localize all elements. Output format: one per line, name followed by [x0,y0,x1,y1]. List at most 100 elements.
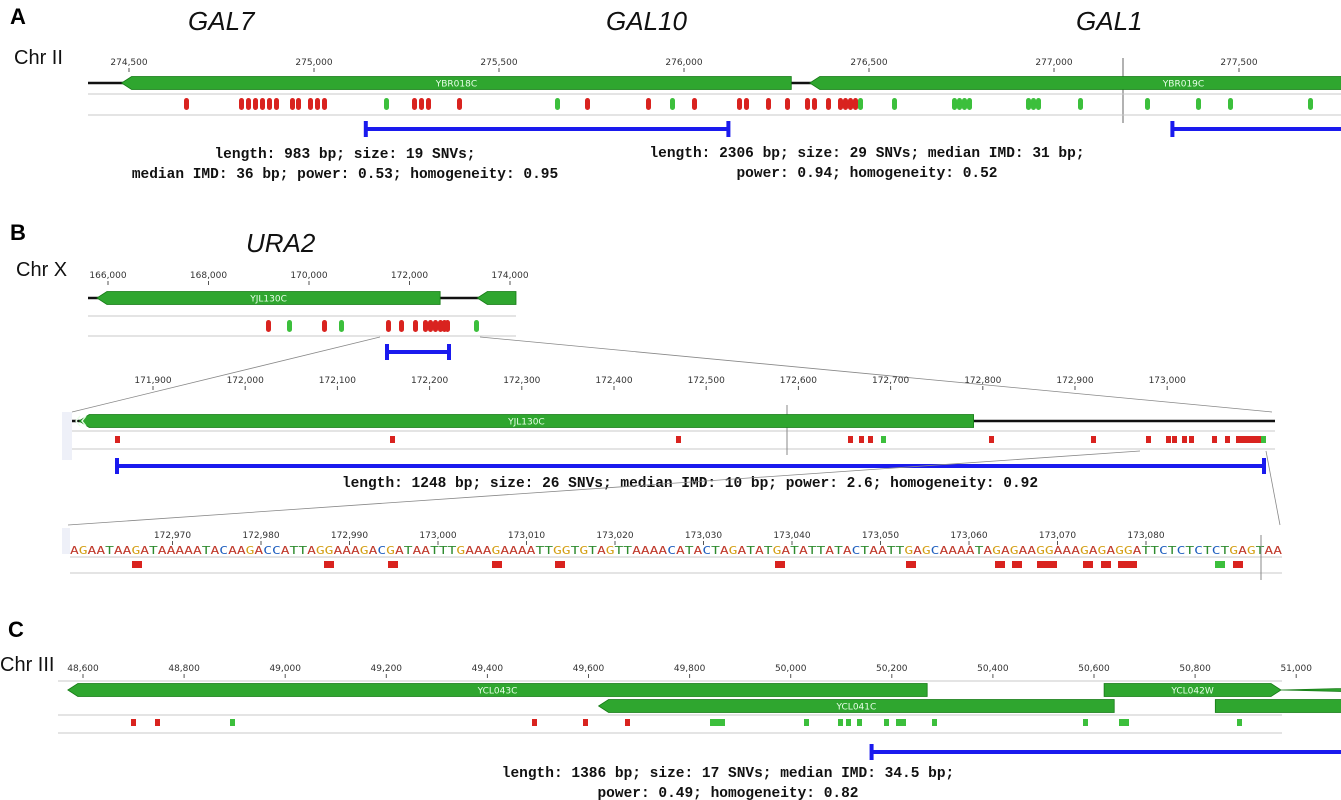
ruler-tick-label: 50,600 [1078,664,1110,674]
panel-b-zoom-cluster-bar [115,458,1266,474]
snv-red [848,436,853,443]
snv-red [1225,436,1230,443]
ruler-tick-label: 174,000 [491,271,528,281]
panel-c-cluster [869,744,1341,760]
zoom-connector-line [1265,450,1281,526]
ruler-tick-label: 172,200 [411,376,448,386]
panel-a-ruler: 274,500 275,000 275,500 276,000 276,500 277,0… [110,58,1258,72]
snv-red [555,561,565,568]
gene-feature-label: YBR018C [435,79,477,89]
gene-feature[interactable] [597,699,1115,713]
ruler-tick-label: 172,970 [154,531,191,541]
snv-red [322,98,327,110]
panel-a-cluster1-stat-line2: median IMD: 36 bp; power: 0.53; homogene… [132,167,558,183]
ruler-tick-label: 173,030 [685,531,722,541]
panel-b-letter: B [10,220,26,245]
snv-green [710,719,715,726]
snv-green [1026,98,1031,110]
snv-green [1237,719,1242,726]
ruler-tick-label: 275,500 [480,58,517,68]
ruler-tick-label: 173,000 [1149,376,1186,386]
panel-b-gene-title-ura2: URA2 [246,228,316,258]
snv-green [670,98,675,110]
panel-b-sequence-header [62,528,70,554]
zoom-connector-line [67,450,1141,526]
gene-feature[interactable] [78,414,974,428]
ruler-tick-label: 49,000 [269,664,301,674]
ruler-tick-label: 277,000 [1035,58,1072,68]
ruler-tick-label: 172,800 [964,376,1001,386]
gene-feature[interactable] [809,76,1341,90]
chevron-left-icon [75,415,81,427]
gene-feature[interactable] [1103,683,1282,697]
snv-red [132,561,142,568]
ruler-tick-label: 172,300 [503,376,540,386]
snv-red [457,98,462,110]
panel-b-sequence-ruler: 2,960172,970172,980172,990173,000173,010… [154,531,1165,545]
gene-feature[interactable] [1280,684,1341,697]
snv-red [906,561,916,568]
snv-green [1036,98,1041,110]
snv-red [1091,436,1096,443]
snv-green [932,719,937,726]
snv-red [692,98,697,110]
ruler-tick-label: 172,700 [872,376,909,386]
gene-feature[interactable] [1214,699,1341,713]
ruler-tick-label: 275,000 [295,58,332,68]
snv-red [676,436,681,443]
snv-red [1127,561,1137,568]
snv-red [260,98,265,110]
snv-red [253,98,258,110]
snv-red [413,320,418,332]
snv-green [884,719,889,726]
panel-c-cluster-stat-line2: power: 0.49; homogeneity: 0.82 [597,786,858,800]
snv-red [1189,436,1194,443]
snv-green [287,320,292,332]
snv-red [324,561,334,568]
snv-red [1101,561,1111,568]
panel-c: C Chr III 48,600 48,800 49,000 49,200 49,400… [0,617,1341,800]
gene-feature[interactable] [120,76,792,90]
snv-green [230,719,235,726]
snv-green [838,719,843,726]
snv-red [426,98,431,110]
snv-red [308,98,313,110]
snv-green [1119,719,1124,726]
snv-red [445,320,450,332]
snv-green [967,98,972,110]
snv-green [957,98,962,110]
ruler-tick-label: 172,500 [688,376,725,386]
snv-red [532,719,537,726]
ruler-tick-label: 50,200 [876,664,908,674]
panel-b-zoom-gene-track: YJL130C [75,414,974,428]
gene-feature-label: YCL041C [836,702,877,712]
ruler-tick-label: 51,000 [1280,664,1312,674]
panel-a-letter: A [10,4,26,29]
panel-b-overview-gene-track: YJL130C [96,291,517,305]
snv-red [585,98,590,110]
snv-green [952,98,957,110]
snv-red [438,320,443,332]
panel-a-clusters [363,121,1341,137]
gene-feature[interactable] [96,291,441,305]
snv-green [1083,719,1088,726]
snv-red [1118,561,1128,568]
snv-red [267,98,272,110]
snv-green [555,98,560,110]
snv-red [583,719,588,726]
ruler-tick-label: 166,000 [89,271,126,281]
gene-feature[interactable] [67,683,928,697]
panel-b-cluster-stat-line1: length: 1248 bp; size: 26 SNVs; median I… [342,476,1038,492]
snv-red [1166,436,1171,443]
ruler-tick-label: 173,040 [773,531,810,541]
panel-b-zoom-snv-track [115,436,1266,443]
snv-red [826,98,831,110]
panel-b-sequence-snv-track [132,561,1243,568]
gene-feature-label: YBR019C [1162,79,1204,89]
ruler-tick-label: 274,500 [110,58,147,68]
snv-red [1012,561,1022,568]
gene-feature[interactable] [476,291,517,305]
snv-red [995,561,1005,568]
